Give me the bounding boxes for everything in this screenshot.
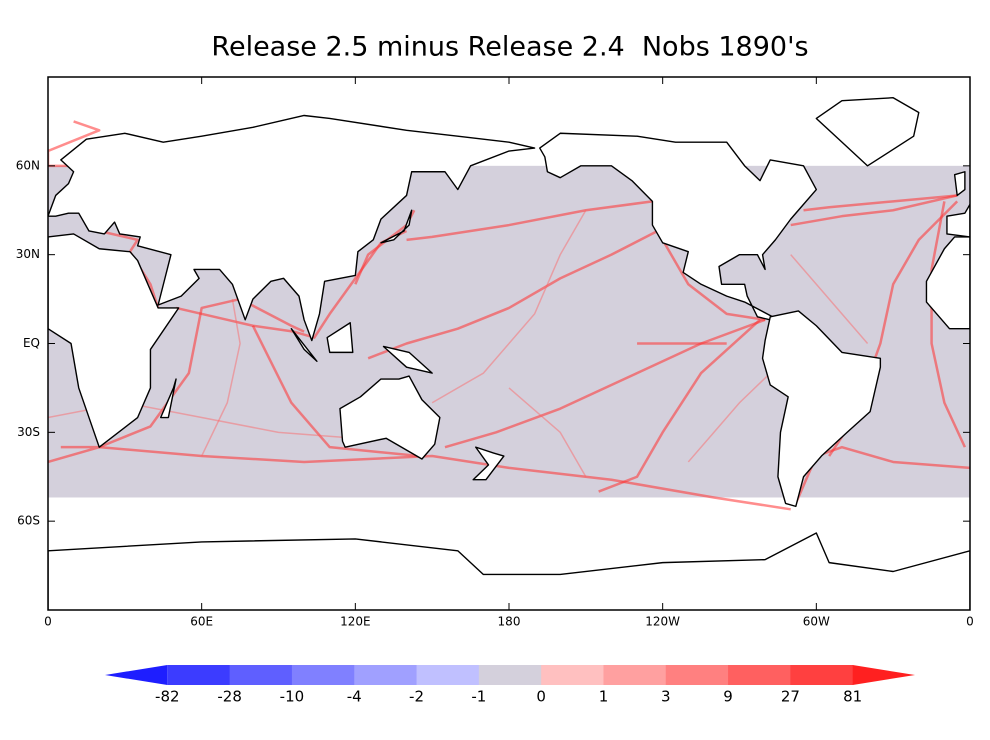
colorbar-label: -28 <box>217 688 242 706</box>
colorbar-label: 3 <box>661 688 671 706</box>
colorbar-box <box>541 665 604 685</box>
colorbar-box <box>665 665 729 685</box>
map-area <box>48 98 970 610</box>
colorbar-box <box>291 665 355 685</box>
y-tick-label: 60S <box>17 514 40 528</box>
colorbar-box <box>728 665 791 685</box>
colorbar-box <box>229 665 293 685</box>
colorbar-label: 81 <box>843 688 862 706</box>
colorbar-label: -10 <box>280 688 305 706</box>
colorbar-label: -4 <box>347 688 362 706</box>
colorbar-label: 9 <box>723 688 733 706</box>
y-tick-label: 30N <box>16 247 40 261</box>
colorbar-box <box>416 665 480 685</box>
colorbar-label: 27 <box>781 688 800 706</box>
colorbar-arrow <box>852 665 915 685</box>
y-tick-label: EQ <box>23 336 40 350</box>
colorbar-label: 1 <box>599 688 609 706</box>
colorbar-label: -2 <box>409 688 424 706</box>
colorbar-box <box>603 665 667 685</box>
colorbar-box <box>354 665 418 685</box>
colorbar-box <box>790 665 854 685</box>
x-tick-label: 0 <box>966 615 974 629</box>
coastlines <box>48 98 970 610</box>
y-tick-label: 60N <box>16 158 40 172</box>
colorbar-label: -82 <box>155 688 180 706</box>
colorbar-label: -1 <box>471 688 486 706</box>
x-tick-label: 0 <box>44 615 52 629</box>
map <box>48 98 970 610</box>
x-tick-label: 120W <box>645 615 680 629</box>
colorbar-box <box>478 665 542 685</box>
x-tick-label: 60W <box>803 615 830 629</box>
colorbar-box <box>167 665 231 685</box>
y-tick-label: 30S <box>17 425 40 439</box>
x-tick-label: 180 <box>498 615 521 629</box>
x-tick-label: 120E <box>340 615 371 629</box>
x-tick-label: 60E <box>190 615 213 629</box>
colorbar-label: 0 <box>536 688 546 706</box>
colorbar-arrow <box>105 665 168 685</box>
chart-title: Release 2.5 minus Release 2.4 Nobs 1890'… <box>211 32 808 63</box>
